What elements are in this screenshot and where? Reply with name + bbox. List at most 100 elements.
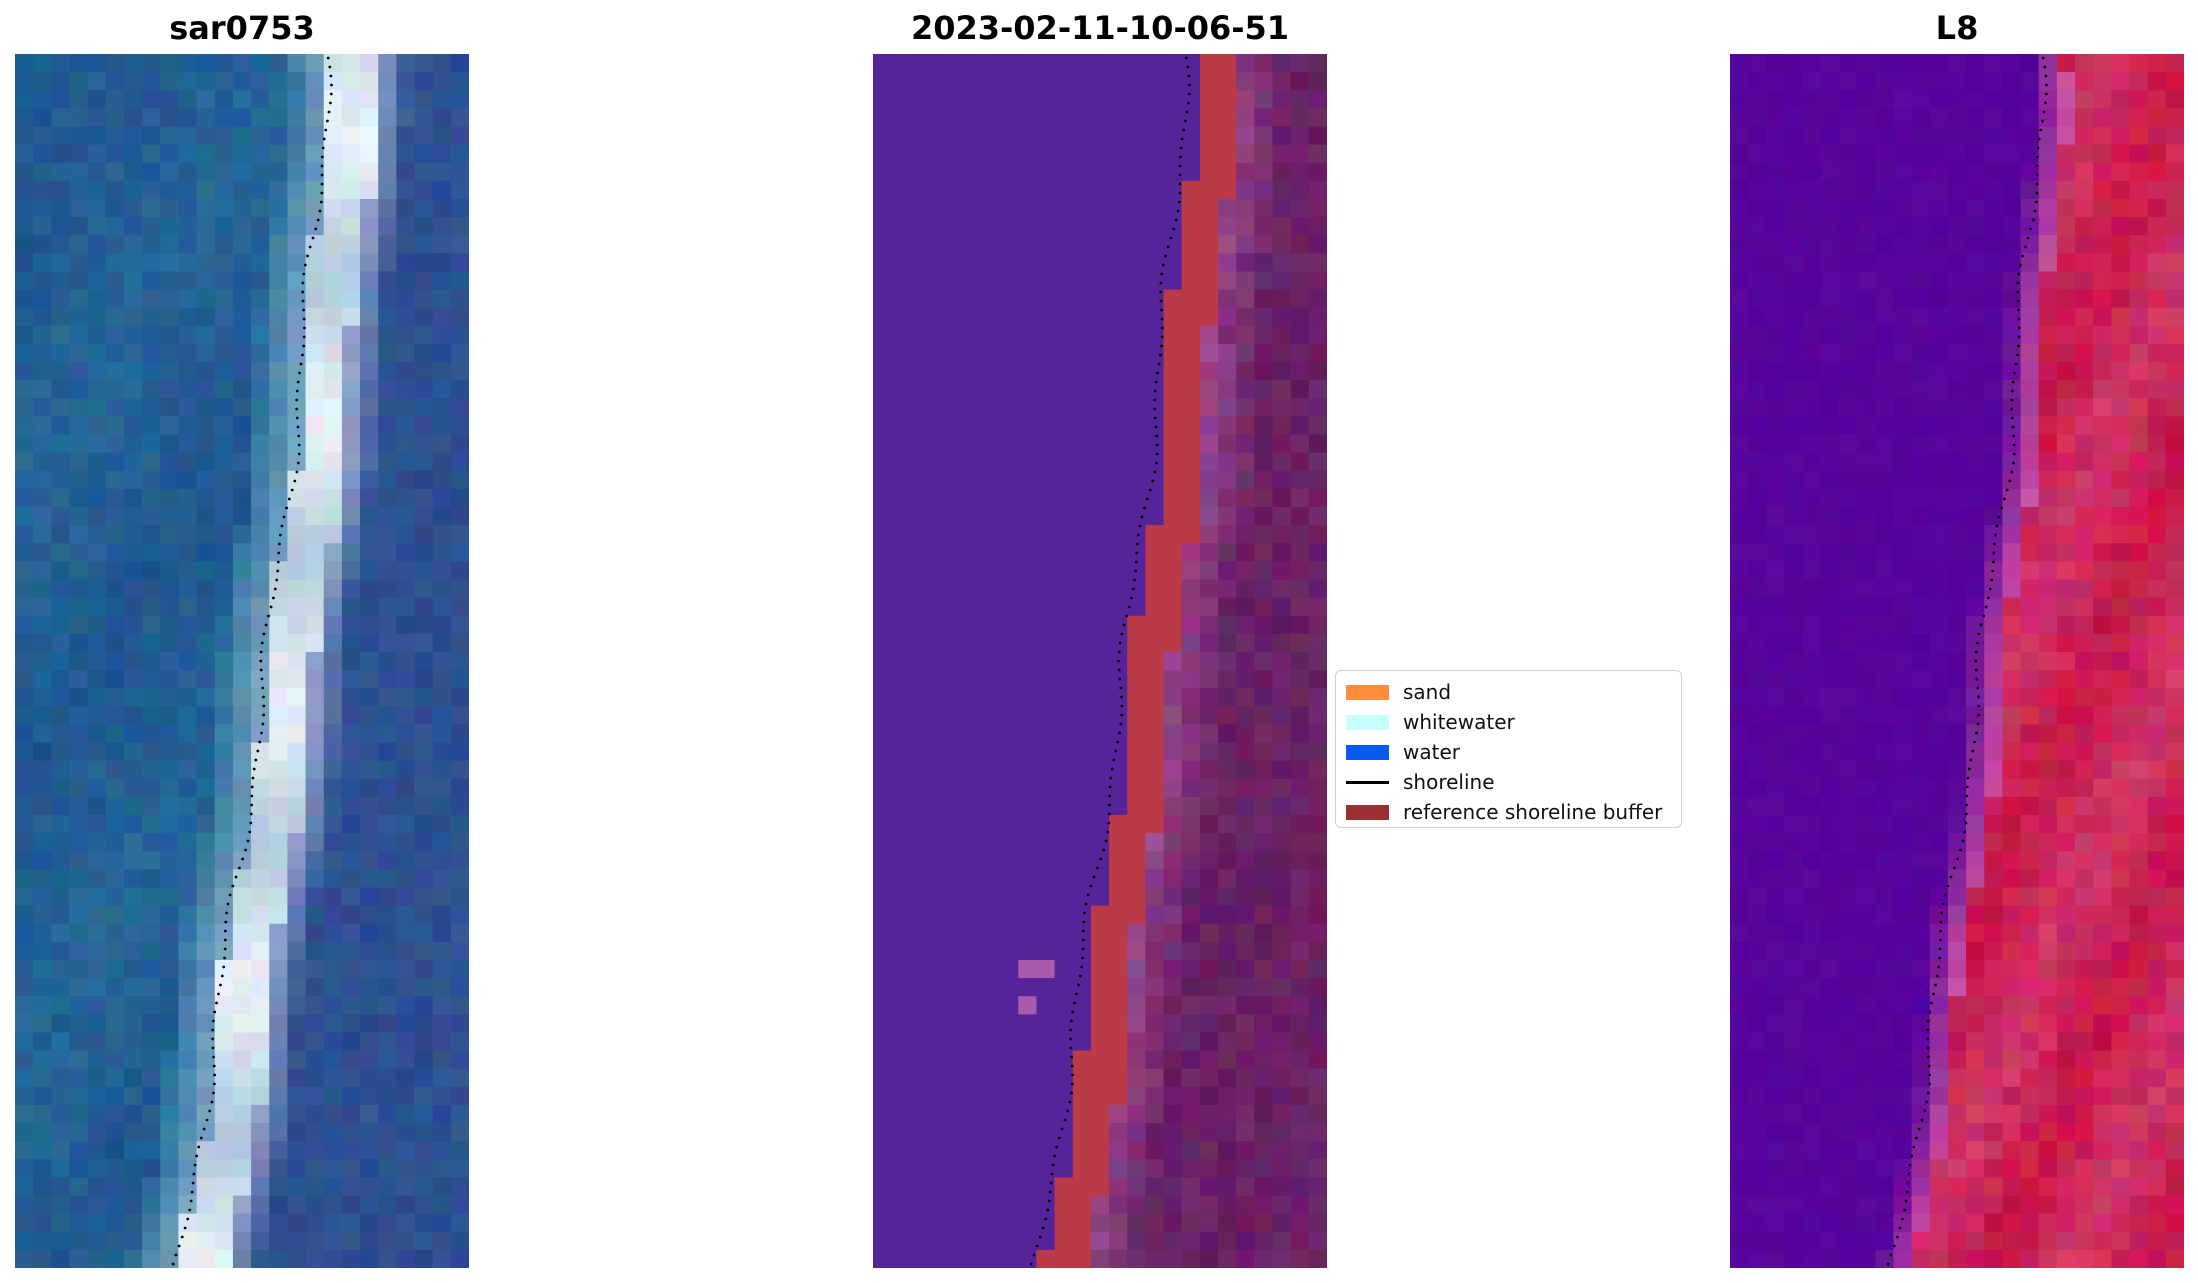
image-pixel xyxy=(305,72,325,91)
image-pixel xyxy=(341,1032,361,1052)
image-pixel xyxy=(1820,90,1840,109)
shoreline-point xyxy=(192,1172,196,1176)
image-pixel xyxy=(2056,597,2076,617)
image-pixel xyxy=(196,416,216,436)
image-pixel xyxy=(1730,434,1749,454)
image-pixel xyxy=(891,1213,910,1233)
shoreline-point xyxy=(250,794,254,798)
image-pixel xyxy=(1929,271,1949,291)
image-pixel xyxy=(87,307,107,327)
image-pixel xyxy=(963,198,983,218)
image-pixel xyxy=(1199,162,1219,182)
image-pixel xyxy=(251,1141,270,1160)
image-pixel xyxy=(142,561,161,581)
image-pixel xyxy=(1018,54,1038,73)
image-pixel xyxy=(1947,615,1967,635)
image-pixel xyxy=(1254,1123,1274,1142)
image-pixel xyxy=(178,1195,198,1215)
image-pixel xyxy=(1947,452,1967,472)
shoreline-point xyxy=(1119,686,1123,690)
image-pixel xyxy=(1236,670,1255,689)
image-pixel xyxy=(2111,887,2131,907)
image-pixel xyxy=(1109,597,1128,617)
image-pixel xyxy=(1236,72,1255,91)
image-pixel xyxy=(1218,525,1237,544)
image-pixel xyxy=(1290,525,1310,544)
image-pixel xyxy=(1838,217,1858,236)
image-pixel xyxy=(2165,941,2184,961)
image-pixel xyxy=(1218,1014,1237,1034)
image-pixel xyxy=(450,1050,469,1070)
image-pixel xyxy=(1236,633,1255,653)
image-pixel xyxy=(287,978,307,997)
image-pixel xyxy=(1236,778,1255,798)
image-pixel xyxy=(1748,488,1767,508)
image-pixel xyxy=(963,525,983,544)
image-pixel xyxy=(341,633,361,653)
image-pixel xyxy=(1308,325,1327,345)
image-pixel xyxy=(909,1104,929,1124)
image-pixel xyxy=(33,1068,52,1088)
image-pixel xyxy=(287,72,307,91)
image-pixel xyxy=(142,289,161,309)
image-pixel xyxy=(396,162,416,182)
image-pixel xyxy=(1875,144,1895,164)
image-pixel xyxy=(2129,271,2149,291)
image-pixel xyxy=(2093,815,2112,834)
image-pixel xyxy=(1036,343,1056,363)
image-pixel xyxy=(196,760,216,780)
image-pixel xyxy=(963,579,983,599)
image-pixel xyxy=(1145,271,1165,291)
image-pixel xyxy=(927,488,947,508)
image-pixel xyxy=(1109,778,1128,798)
image-pixel xyxy=(414,144,434,164)
image-pixel xyxy=(909,1213,929,1233)
image-pixel xyxy=(269,742,288,762)
image-pixel xyxy=(945,905,965,925)
image-pixel xyxy=(1145,162,1165,182)
image-pixel xyxy=(981,760,1001,780)
image-pixel xyxy=(1984,470,2003,490)
image-pixel xyxy=(1145,90,1165,109)
image-pixel xyxy=(142,1050,161,1070)
image-pixel xyxy=(1929,470,1949,490)
image-pixel xyxy=(450,416,469,436)
shoreline-point xyxy=(211,1028,215,1032)
image-pixel xyxy=(160,651,180,671)
image-pixel xyxy=(378,851,397,870)
image-pixel xyxy=(1947,144,1967,164)
image-pixel xyxy=(1109,1249,1128,1268)
image-pixel xyxy=(1218,959,1237,979)
image-pixel xyxy=(142,1249,161,1268)
image-pixel xyxy=(251,851,270,870)
image-pixel xyxy=(15,54,34,73)
image-pixel xyxy=(1857,597,1876,617)
image-pixel xyxy=(1766,525,1786,544)
image-pixel xyxy=(51,1032,71,1052)
image-pixel xyxy=(1254,597,1274,617)
image-pixel xyxy=(1929,72,1949,91)
shoreline-point xyxy=(1187,92,1191,96)
image-pixel xyxy=(51,380,71,399)
image-pixel xyxy=(2075,923,2094,943)
image-pixel xyxy=(1308,742,1327,762)
image-pixel xyxy=(214,307,234,327)
image-pixel xyxy=(1018,1032,1038,1052)
image-pixel xyxy=(873,1014,892,1034)
image-pixel xyxy=(178,760,198,780)
image-pixel xyxy=(123,1159,143,1178)
image-pixel xyxy=(1290,923,1310,943)
image-pixel xyxy=(196,615,216,635)
image-pixel xyxy=(1748,815,1767,834)
image-pixel xyxy=(1290,398,1310,417)
shoreline-point xyxy=(297,434,301,438)
image-pixel xyxy=(2056,452,2076,472)
image-pixel xyxy=(2020,815,2040,834)
image-pixel xyxy=(1090,289,1110,309)
image-pixel xyxy=(1766,198,1786,218)
image-pixel xyxy=(1820,778,1840,798)
image-pixel xyxy=(1893,198,1913,218)
image-pixel xyxy=(1072,271,1092,291)
image-pixel xyxy=(1911,434,1931,454)
image-pixel xyxy=(1218,796,1237,816)
